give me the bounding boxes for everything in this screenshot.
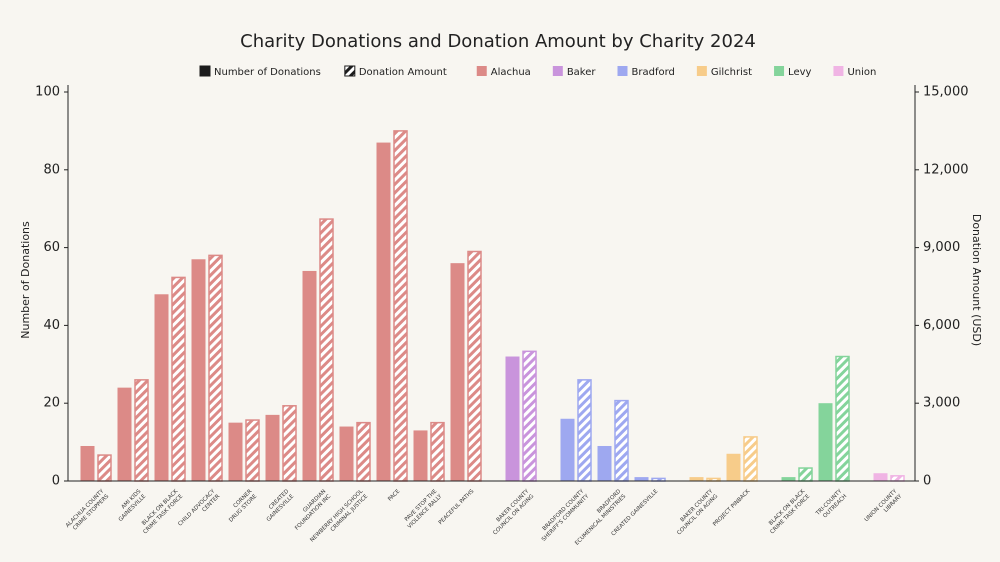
- bar-amount: [743, 436, 758, 482]
- legend-label: Number of Donations: [214, 67, 321, 78]
- y2-tick-label: 6,000: [923, 318, 960, 333]
- bar-donations: [873, 473, 888, 481]
- bar-amount: [134, 379, 149, 482]
- bar-donations: [228, 422, 243, 481]
- bar-amount: [577, 379, 592, 482]
- legend-label: Donation Amount: [359, 67, 447, 78]
- y2-tick-label: 15,000: [923, 85, 969, 100]
- bar-amount: [835, 355, 850, 482]
- legend-label: Union: [847, 67, 876, 78]
- legend-label: Gilchrist: [711, 67, 752, 78]
- bar-amount: [522, 350, 537, 482]
- bar-amount: [97, 454, 112, 482]
- bar-donations: [117, 387, 132, 481]
- bar-donations: [689, 477, 704, 481]
- y-tick-label: 40: [43, 318, 60, 333]
- bar-amount: [356, 421, 371, 482]
- bar-donations: [818, 403, 833, 481]
- bar-amount: [208, 254, 223, 482]
- y-tick-label: 0: [52, 474, 60, 489]
- y2-axis-label: Donation Amount (USD): [970, 214, 983, 346]
- bar-donations: [597, 445, 612, 481]
- y2-tick-label: 12,000: [923, 162, 969, 177]
- legend-swatch: [833, 66, 844, 76]
- legend-label: Baker: [567, 67, 597, 78]
- bar-donations: [191, 259, 206, 481]
- bar-donations: [781, 477, 796, 481]
- bar-amount: [393, 130, 408, 482]
- y-tick-label: 60: [43, 240, 60, 255]
- legend-label: Levy: [788, 67, 811, 78]
- bar-donations: [154, 294, 169, 481]
- bar-donations: [413, 430, 428, 481]
- bar-amount: [890, 475, 905, 482]
- bar-donations: [302, 270, 317, 481]
- y-tick-label: 80: [43, 162, 60, 177]
- bar-donations: [450, 263, 465, 481]
- bar-amount: [430, 421, 445, 482]
- bar-amount: [245, 419, 260, 482]
- y-axis-label: Number of Donations: [19, 221, 32, 339]
- bar-amount: [467, 250, 482, 482]
- bar-amount: [319, 218, 334, 482]
- bar-donations: [339, 426, 354, 481]
- legend-swatch: [476, 66, 487, 76]
- legend-swatch: [774, 66, 785, 76]
- chart-title: Charity Donations and Donation Amount by…: [240, 31, 756, 52]
- bar-donations: [505, 356, 520, 481]
- legend-swatch: [199, 65, 211, 77]
- bar-amount: [614, 399, 629, 482]
- y-tick-label: 20: [43, 396, 60, 411]
- bar-donations: [726, 453, 741, 481]
- legend-swatch: [617, 66, 628, 76]
- bar-amount: [798, 467, 813, 482]
- bar-donations: [265, 414, 280, 481]
- bar-donations: [376, 142, 391, 481]
- y2-tick-label: 3,000: [923, 396, 960, 411]
- legend-label: Bradford: [632, 67, 675, 78]
- y2-tick-label: 0: [923, 474, 931, 489]
- bar-amount: [282, 405, 297, 482]
- legend-swatch: [344, 65, 356, 77]
- y-tick-label: 100: [35, 85, 60, 100]
- bar-donations: [634, 477, 649, 481]
- legend-label: Alachua: [491, 67, 531, 78]
- legend-swatch: [552, 66, 563, 76]
- bar-amount: [171, 276, 186, 482]
- y2-tick-label: 9,000: [923, 240, 960, 255]
- legend-swatch: [696, 66, 707, 76]
- bar-donations: [560, 418, 575, 481]
- bar-donations: [80, 445, 95, 481]
